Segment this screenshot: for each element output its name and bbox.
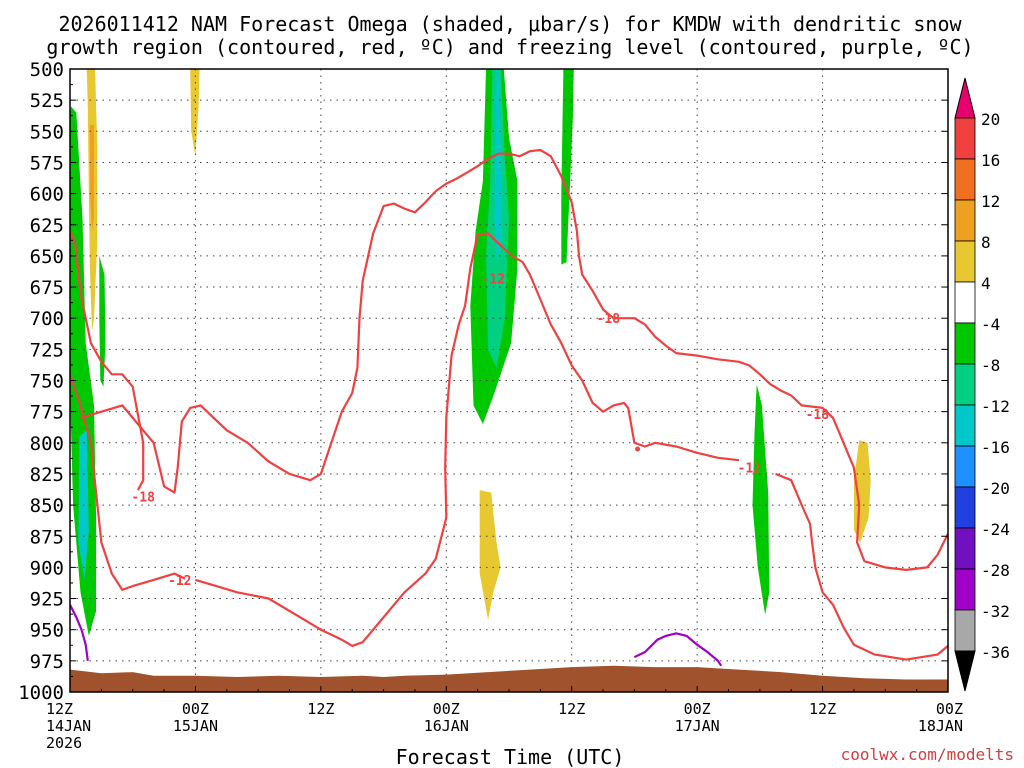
contour-label: -18 xyxy=(597,312,621,327)
colorbar-bin xyxy=(954,650,976,692)
colorbar-label: -4 xyxy=(981,315,1000,334)
colorbar-label: -8 xyxy=(981,356,1000,375)
y-tick-label: 1000 xyxy=(18,682,64,704)
colorbar-label: 20 xyxy=(981,110,1000,129)
omega-region xyxy=(99,255,106,387)
x-tick-label: 16JAN xyxy=(424,717,469,735)
y-tick-label: 800 xyxy=(30,433,64,455)
colorbar-bin xyxy=(954,281,976,324)
colorbar-label: 16 xyxy=(981,151,1000,170)
colorbar-bin xyxy=(954,404,976,447)
x-tick-label: 18JAN xyxy=(918,717,963,735)
colorbar-bin xyxy=(954,445,976,488)
x-tick-label: 12Z xyxy=(809,700,836,718)
omega-region xyxy=(494,69,502,269)
x-tick-label: 12Z xyxy=(558,700,585,718)
freezing-level-contour xyxy=(70,604,89,662)
omega-region xyxy=(70,106,97,636)
x-tick-label: 00Z xyxy=(433,700,460,718)
dgz-contour xyxy=(70,230,145,491)
colorbar-label: -36 xyxy=(981,643,1010,662)
omega-region xyxy=(561,69,574,265)
x-tick-label: 12Z xyxy=(307,700,334,718)
contour-label: -12 xyxy=(738,462,761,477)
colorbar-bin xyxy=(954,363,976,406)
x-tick-label: 12Z xyxy=(46,700,73,718)
colorbar-bin xyxy=(954,609,976,652)
colorbar-label: -12 xyxy=(981,397,1010,416)
x-tick-label: 17JAN xyxy=(675,717,720,735)
x-tick-label: 15JAN xyxy=(173,717,218,735)
y-tick-label: 825 xyxy=(30,464,64,486)
colorbar-bin xyxy=(954,486,976,529)
terrain-area xyxy=(70,665,948,692)
contour-label: -18 xyxy=(806,408,830,423)
colorbar-bin xyxy=(954,77,976,119)
contour-label: -18 xyxy=(131,490,155,505)
chart-title: 2026011412 NAM Forecast Omega (shaded, μ… xyxy=(46,12,973,59)
colorbar-bin xyxy=(954,158,976,201)
credit-text: coolwx.com/modelts xyxy=(841,745,1014,764)
colorbar-label: -16 xyxy=(981,438,1010,457)
colorbar-bin xyxy=(954,568,976,611)
colorbar-label: -28 xyxy=(981,561,1010,580)
colorbar-bin xyxy=(954,527,976,570)
colorbar-bin xyxy=(954,199,976,242)
x-axis-label: Forecast Time (UTC) xyxy=(396,745,625,768)
x-tick-label: 00Z xyxy=(684,700,711,718)
y-tick-label: 550 xyxy=(30,121,64,143)
y-tick-label: 950 xyxy=(30,620,64,642)
y-tick-label: 850 xyxy=(30,495,64,517)
contour-label: -12 xyxy=(482,272,505,287)
colorbar-label: -24 xyxy=(981,520,1010,539)
omega-region xyxy=(89,125,94,231)
colorbar-label: 12 xyxy=(981,192,1000,211)
x-tick-label: 2026 xyxy=(46,734,82,752)
omega-region xyxy=(752,384,770,615)
y-tick-label: 525 xyxy=(30,90,64,112)
plot-area: -18 -12 -12 -12 -18 -18 xyxy=(70,69,948,692)
y-tick-label: 500 xyxy=(30,59,64,81)
colorbar-bin xyxy=(954,240,976,283)
dgz-contour xyxy=(775,472,948,661)
colorbar-bin xyxy=(954,117,976,160)
colorbar-bin xyxy=(954,322,976,365)
y-tick-label: 750 xyxy=(30,371,64,393)
y-tick-label: 775 xyxy=(30,402,64,424)
y-tick-label: 925 xyxy=(30,589,64,611)
y-tick-label: 575 xyxy=(30,152,64,174)
chart-title-line2: growth region (contoured, red, ºC) and f… xyxy=(46,35,973,59)
x-tick-label: 14JAN xyxy=(46,717,91,735)
y-tick-label: 725 xyxy=(30,339,64,361)
y-tick-label: 675 xyxy=(30,277,64,299)
y-tick-label: 875 xyxy=(30,526,64,548)
y-tick-label: 625 xyxy=(30,215,64,237)
dgz-contour xyxy=(80,148,948,571)
y-tick-label: 700 xyxy=(30,308,64,330)
y-tick-label: 975 xyxy=(30,651,64,673)
dgz-contour xyxy=(511,254,740,462)
dgz-contour xyxy=(195,232,513,647)
colorbar-label: 4 xyxy=(981,274,991,293)
colorbar: 20 16 12 8 4 -4 -8 -12 -16 -20 -24 -28 -32 -36 xyxy=(954,77,1010,692)
x-tick-label: 00Z xyxy=(936,700,963,718)
y-tick-label: 650 xyxy=(30,246,64,268)
contour-dot xyxy=(635,446,641,452)
chart-title-line1: 2026011412 NAM Forecast Omega (shaded, μ… xyxy=(58,12,962,36)
omega-region xyxy=(190,69,200,157)
colorbar-label: -32 xyxy=(981,602,1010,621)
x-tick-label: 00Z xyxy=(182,700,209,718)
colorbar-label: 8 xyxy=(981,233,991,252)
y-tick-label: 900 xyxy=(30,557,64,579)
axes: 500 525 550 575 600 625 650 675 700 725 750 775 800 8… xyxy=(18,59,963,752)
contour-label: -12 xyxy=(168,574,191,589)
omega-region xyxy=(479,490,501,620)
y-tick-label: 600 xyxy=(30,184,64,206)
freezing-level-contour xyxy=(633,632,723,667)
plot-layers: -18 -12 -12 -12 -18 -18 xyxy=(70,69,948,692)
colorbar-label: -20 xyxy=(981,479,1010,498)
dgz-contour xyxy=(70,373,186,591)
